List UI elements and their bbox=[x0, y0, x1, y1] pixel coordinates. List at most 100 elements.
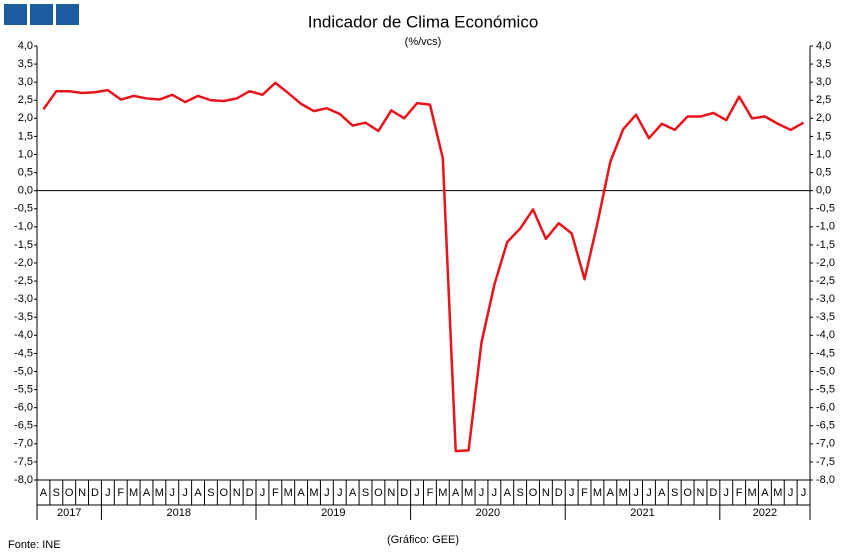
credit: (Gráfico: GEE) bbox=[387, 534, 459, 546]
y-tick-label: -6,0 bbox=[14, 402, 33, 414]
x-tick-label: A bbox=[452, 487, 460, 499]
x-tick-label: S bbox=[362, 487, 369, 499]
x-tick-label: F bbox=[736, 487, 743, 499]
x-tick-label: S bbox=[516, 487, 523, 499]
y2-tick-label: -6,5 bbox=[816, 420, 835, 432]
y2-tick-label: -7,0 bbox=[816, 438, 835, 450]
y2-tick-label: -8,0 bbox=[816, 474, 835, 486]
x-tick-label: J bbox=[479, 487, 485, 499]
y2-tick-label: -5,0 bbox=[816, 365, 835, 377]
x-tick-label: N bbox=[387, 487, 395, 499]
x-tick-label: D bbox=[246, 487, 254, 499]
y2-tick-label: -6,0 bbox=[816, 402, 835, 414]
x-tick-label: O bbox=[65, 487, 74, 499]
y2-tick-label: 4,0 bbox=[816, 40, 831, 52]
y2-tick-label: -7,5 bbox=[816, 456, 835, 468]
x-tick-label: N bbox=[697, 487, 705, 499]
chart-title: Indicador de Clima Económico bbox=[308, 12, 539, 31]
x-tick-label: S bbox=[53, 487, 60, 499]
x-tick-label: F bbox=[117, 487, 124, 499]
y2-tick-label: -4,5 bbox=[816, 347, 835, 359]
x-tick-label: O bbox=[529, 487, 538, 499]
y-tick-label: -6,5 bbox=[14, 420, 33, 432]
y-tick-label: 3,0 bbox=[18, 76, 33, 88]
y2-tick-label: 1,0 bbox=[816, 148, 831, 160]
y2-tick-label: 3,5 bbox=[816, 58, 831, 70]
y2-tick-label: -1,0 bbox=[816, 221, 835, 233]
y-tick-label: -7,0 bbox=[14, 438, 33, 450]
x-tick-label: J bbox=[170, 487, 176, 499]
x-tick-label: M bbox=[284, 487, 293, 499]
x-tick-label: J bbox=[724, 487, 730, 499]
x-tick-label: A bbox=[504, 487, 512, 499]
x-tick-label: M bbox=[773, 487, 782, 499]
y2-tick-label: 2,0 bbox=[816, 112, 831, 124]
y2-tick-label: -1,5 bbox=[816, 239, 835, 251]
y-tick-label: -3,5 bbox=[14, 311, 33, 323]
x-tick-label: A bbox=[143, 487, 151, 499]
y-tick-label: -5,0 bbox=[14, 365, 33, 377]
x-tick-label: A bbox=[658, 487, 666, 499]
x-tick-label: A bbox=[349, 487, 357, 499]
y2-tick-label: 3,0 bbox=[816, 76, 831, 88]
x-tick-label: S bbox=[207, 487, 214, 499]
x-tick-label: M bbox=[747, 487, 756, 499]
y-tick-label: -4,5 bbox=[14, 347, 33, 359]
source: Fonte: INE bbox=[8, 539, 61, 551]
x-tick-label: M bbox=[129, 487, 138, 499]
y-tick-label: -3,0 bbox=[14, 293, 33, 305]
y-tick-label: 2,5 bbox=[18, 94, 33, 106]
x-tick-label: M bbox=[438, 487, 447, 499]
y-tick-label: -5,5 bbox=[14, 383, 33, 395]
x-tick-label: J bbox=[492, 487, 498, 499]
x-tick-label: J bbox=[788, 487, 794, 499]
x-tick-label: J bbox=[414, 487, 420, 499]
x-tick-label: M bbox=[619, 487, 628, 499]
year-label: 2017 bbox=[57, 507, 81, 519]
y-tick-label: 0,0 bbox=[18, 185, 33, 197]
x-tick-label: J bbox=[569, 487, 575, 499]
x-tick-label: J bbox=[182, 487, 188, 499]
year-label: 2021 bbox=[630, 507, 654, 519]
x-tick-label: J bbox=[324, 487, 330, 499]
y2-tick-label: -2,5 bbox=[816, 275, 835, 287]
x-tick-label: J bbox=[646, 487, 652, 499]
x-tick-label: A bbox=[194, 487, 202, 499]
x-tick-label: O bbox=[220, 487, 229, 499]
logo-square bbox=[56, 4, 79, 25]
x-tick-label: S bbox=[671, 487, 678, 499]
y-tick-label: -1,5 bbox=[14, 239, 33, 251]
y2-tick-label: 1,5 bbox=[816, 130, 831, 142]
x-tick-label: D bbox=[709, 487, 717, 499]
y-tick-label: -2,5 bbox=[14, 275, 33, 287]
y-tick-label: 1,5 bbox=[18, 130, 33, 142]
y2-tick-label: -3,5 bbox=[816, 311, 835, 323]
y-tick-label: 2,0 bbox=[18, 112, 33, 124]
y-tick-label: -4,0 bbox=[14, 329, 33, 341]
x-tick-label: O bbox=[683, 487, 692, 499]
series-line bbox=[42, 81, 805, 453]
y-tick-label: -1,0 bbox=[14, 221, 33, 233]
y2-tick-label: -4,0 bbox=[816, 329, 835, 341]
x-tick-label: N bbox=[542, 487, 550, 499]
x-tick-label: A bbox=[297, 487, 305, 499]
y2-tick-label: 2,5 bbox=[816, 94, 831, 106]
x-tick-label: D bbox=[400, 487, 408, 499]
year-label: 2020 bbox=[476, 507, 500, 519]
x-tick-label: O bbox=[374, 487, 383, 499]
y2-tick-label: -0,5 bbox=[816, 203, 835, 215]
x-tick-label: A bbox=[761, 487, 769, 499]
logo-square bbox=[30, 4, 53, 25]
y-tick-label: -2,0 bbox=[14, 257, 33, 269]
x-tick-label: N bbox=[78, 487, 86, 499]
x-tick-label: J bbox=[260, 487, 266, 499]
y2-tick-label: -3,0 bbox=[816, 293, 835, 305]
year-label: 2022 bbox=[753, 507, 777, 519]
y2-tick-label: 0,0 bbox=[816, 185, 831, 197]
y-tick-label: 3,5 bbox=[18, 58, 33, 70]
x-tick-label: M bbox=[464, 487, 473, 499]
x-tick-label: M bbox=[593, 487, 602, 499]
y2-tick-label: -5,5 bbox=[816, 383, 835, 395]
chart-subtitle: (%/vcs) bbox=[405, 36, 442, 48]
